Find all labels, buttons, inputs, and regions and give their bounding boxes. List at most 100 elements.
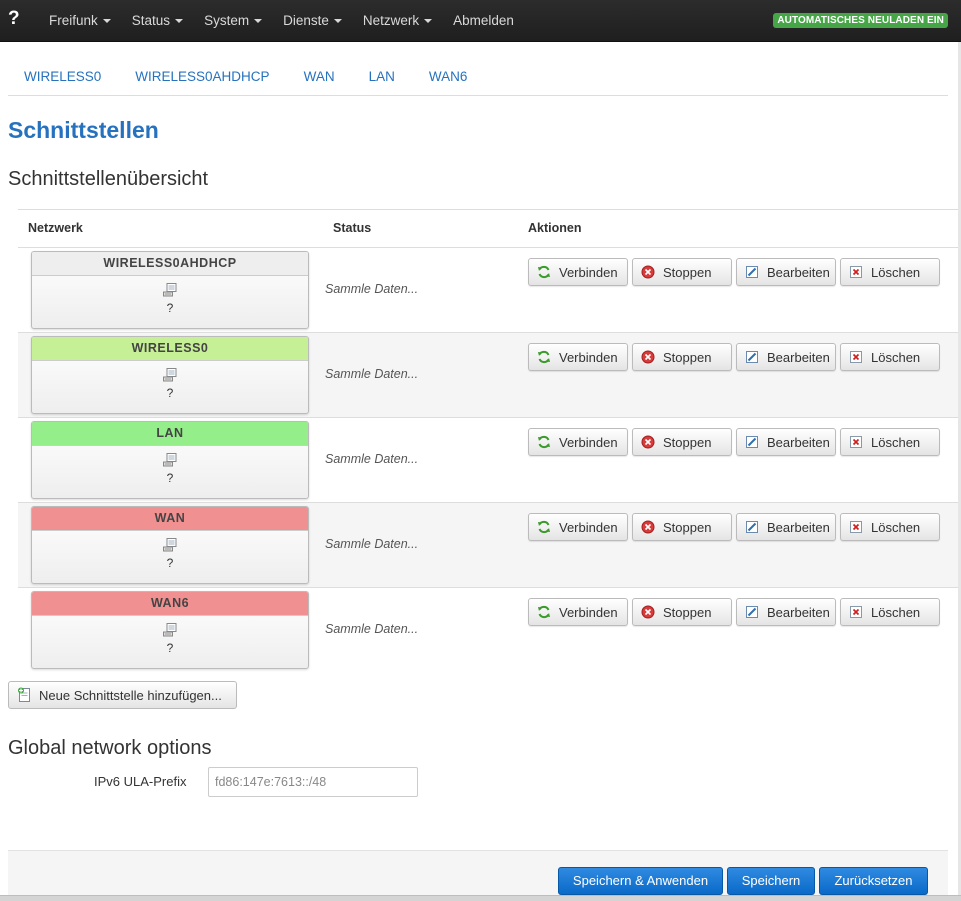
page-scrollbar[interactable] [958, 42, 961, 895]
stop-icon [641, 265, 655, 279]
interface-tabs: WIRELESS0 WIRELESS0AHDHCP WAN LAN WAN6 [8, 60, 948, 96]
ula-prefix-label: IPv6 ULA-Prefix [94, 774, 187, 789]
connect-label: Verbinden [559, 349, 618, 365]
edit-label: Bearbeiten [767, 434, 830, 450]
menu-freifunk[interactable]: Freifunk [49, 0, 132, 42]
header-actions: Aktionen [528, 221, 582, 235]
stop-label: Stoppen [663, 264, 712, 280]
refresh-icon [538, 265, 550, 279]
delete-label: Löschen [871, 434, 921, 450]
edit-button[interactable]: Bearbeiten [736, 513, 836, 541]
stop-icon [641, 605, 655, 619]
stop-label: Stoppen [663, 519, 712, 535]
edit-icon [746, 606, 758, 618]
refresh-icon [538, 350, 550, 364]
autoreload-badge[interactable]: AUTOMATISCHES NEULADEN EIN [773, 13, 948, 28]
chevron-down-icon [102, 19, 111, 24]
ula-prefix-input[interactable] [208, 767, 418, 797]
network-name: WAN [32, 507, 308, 531]
connect-label: Verbinden [559, 604, 618, 620]
save-button[interactable]: Speichern [727, 867, 815, 895]
chevron-down-icon [175, 19, 184, 24]
overview-title: Schnittstellenübersicht [8, 168, 209, 190]
reset-button[interactable]: Zurücksetzen [819, 867, 928, 895]
menu-abmelden[interactable]: Abmelden [453, 13, 514, 28]
connect-button[interactable]: Verbinden [528, 513, 628, 541]
network-status: Sammle Daten... [325, 452, 419, 466]
connect-label: Verbinden [559, 434, 618, 450]
tab-wireless0ahdhcp[interactable]: WIRELESS0AHDHCP [135, 69, 270, 84]
page-title: Schnittstellen [8, 117, 159, 143]
connect-button[interactable]: Verbinden [528, 428, 628, 456]
table-row: WIRELESS0AHDHCP? Sammle Daten... Verbinden… [18, 247, 958, 332]
network-device-icon [163, 453, 177, 467]
network-device: ? [166, 471, 174, 485]
stop-button[interactable]: Stoppen [632, 428, 732, 456]
connect-button[interactable]: Verbinden [528, 258, 628, 286]
menu-dienste[interactable]: Dienste [283, 0, 363, 42]
network-name: LAN [32, 422, 308, 446]
table-row: WIRELESS0? Sammle Daten... Verbinden Stoppe… [18, 332, 958, 417]
stop-button[interactable]: Stoppen [632, 513, 732, 541]
delete-button[interactable]: Löschen [840, 513, 940, 541]
delete-button[interactable]: Löschen [840, 428, 940, 456]
delete-button[interactable]: Löschen [840, 343, 940, 371]
connect-button[interactable]: Verbinden [528, 598, 628, 626]
network-box: WIRELESS0AHDHCP? [31, 251, 309, 329]
refresh-icon [538, 605, 550, 619]
tab-wireless0[interactable]: WIRELESS0 [24, 69, 102, 84]
network-box: WAN? [31, 506, 309, 584]
stop-button[interactable]: Stoppen [632, 598, 732, 626]
stop-button[interactable]: Stoppen [632, 343, 732, 371]
refresh-icon [538, 520, 550, 534]
table-row: WAN? Sammle Daten... Verbinden Stoppen Bearb… [18, 502, 958, 587]
edit-button[interactable]: Bearbeiten [736, 258, 836, 286]
network-device-icon [163, 368, 177, 382]
save-apply-button[interactable]: Speichern & Anwenden [558, 867, 723, 895]
delete-button[interactable]: Löschen [840, 598, 940, 626]
table-header: Netzwerk Status Aktionen [18, 209, 958, 247]
edit-label: Bearbeiten [767, 264, 830, 280]
network-device-icon [163, 283, 177, 297]
stop-icon [641, 350, 655, 364]
row-actions: Verbinden Stoppen Bearbeiten Löschen [528, 513, 944, 541]
delete-label: Löschen [871, 349, 921, 365]
connect-button[interactable]: Verbinden [528, 343, 628, 371]
top-navbar: ? Freifunk Status System Dienste Netzwer… [0, 0, 961, 42]
stop-icon [641, 520, 655, 534]
tab-lan[interactable]: LAN [368, 69, 395, 84]
chevron-down-icon [333, 19, 342, 24]
add-interface-label: Neue Schnittstelle hinzufügen... [39, 687, 222, 703]
network-box: WIRELESS0? [31, 336, 309, 414]
horizontal-scrollbar[interactable] [0, 895, 961, 901]
edit-button[interactable]: Bearbeiten [736, 343, 836, 371]
edit-button[interactable]: Bearbeiten [736, 428, 836, 456]
delete-icon [850, 351, 862, 363]
delete-button[interactable]: Löschen [840, 258, 940, 286]
delete-label: Löschen [871, 519, 921, 535]
edit-icon [746, 266, 758, 278]
network-device-icon [163, 538, 177, 552]
network-device: ? [166, 386, 174, 400]
table-row: LAN? Sammle Daten... Verbinden Stoppen Bearb… [18, 417, 958, 502]
row-actions: Verbinden Stoppen Bearbeiten Löschen [528, 598, 944, 626]
header-status: Status [333, 221, 372, 235]
edit-button[interactable]: Bearbeiten [736, 598, 836, 626]
add-interface-button[interactable]: Neue Schnittstelle hinzufügen... [8, 681, 237, 709]
delete-icon [850, 266, 862, 278]
stop-label: Stoppen [663, 434, 712, 450]
menu-system[interactable]: System [204, 0, 283, 42]
menu-status[interactable]: Status [132, 0, 204, 42]
stop-button[interactable]: Stoppen [632, 258, 732, 286]
brand-logo[interactable]: ? [8, 8, 20, 29]
menu-netzwerk[interactable]: Netzwerk [363, 0, 453, 42]
delete-icon [850, 606, 862, 618]
chevron-down-icon [254, 19, 263, 24]
tab-wan6[interactable]: WAN6 [428, 69, 468, 84]
tab-wan[interactable]: WAN [303, 69, 335, 84]
delete-icon [850, 521, 862, 533]
network-status: Sammle Daten... [325, 537, 419, 551]
network-status: Sammle Daten... [325, 367, 419, 381]
edit-icon [746, 351, 758, 363]
row-actions: Verbinden Stoppen Bearbeiten Löschen [528, 428, 944, 456]
